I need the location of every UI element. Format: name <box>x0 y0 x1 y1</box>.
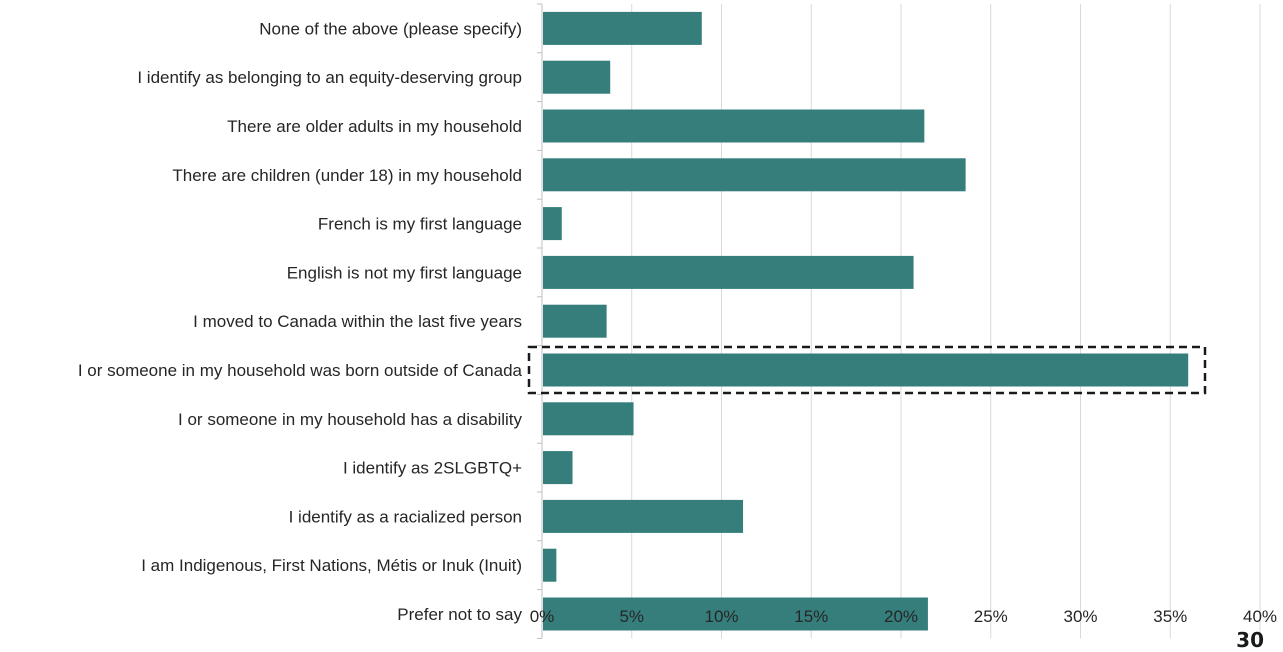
bar <box>543 255 914 289</box>
x-tick-label: 25% <box>974 607 1008 626</box>
x-tick-label: 15% <box>794 607 828 626</box>
x-tick-label: 10% <box>704 607 738 626</box>
category-label: French is my first language <box>318 215 522 234</box>
bar <box>543 11 702 45</box>
bar <box>543 353 1189 387</box>
category-label: I or someone in my household was born ou… <box>78 361 523 380</box>
bar <box>543 402 634 436</box>
bar <box>543 451 573 485</box>
x-tick-label: 40% <box>1243 607 1277 626</box>
category-label: I identify as a racialized person <box>289 507 522 526</box>
bar <box>543 60 611 94</box>
bar <box>543 109 925 143</box>
bar <box>543 548 557 582</box>
highlight-box <box>527 345 1207 395</box>
x-tick-label: 20% <box>884 607 918 626</box>
category-label: I or someone in my household has a disab… <box>178 410 522 429</box>
category-label: There are older adults in my household <box>227 117 522 136</box>
x-tick-label: 35% <box>1153 607 1187 626</box>
bar <box>543 207 562 241</box>
category-label: English is not my first language <box>287 263 522 282</box>
page-number: 30 <box>1236 628 1264 652</box>
bar <box>543 597 928 631</box>
bar <box>543 158 966 192</box>
category-label: There are children (under 18) in my hous… <box>172 166 522 185</box>
category-label: Prefer not to say <box>397 605 522 624</box>
bar <box>543 304 607 338</box>
x-tick-label: 5% <box>619 607 644 626</box>
category-label: I identify as belonging to an equity-des… <box>137 68 522 87</box>
category-label: I identify as 2SLGBTQ+ <box>343 459 522 478</box>
x-tick-label: 30% <box>1063 607 1097 626</box>
category-label: I moved to Canada within the last five y… <box>193 312 522 331</box>
x-tick-label: 0% <box>530 607 555 626</box>
bar <box>543 499 744 533</box>
category-label: I am Indigenous, First Nations, Métis or… <box>141 556 522 575</box>
category-label: None of the above (please specify) <box>259 19 522 38</box>
